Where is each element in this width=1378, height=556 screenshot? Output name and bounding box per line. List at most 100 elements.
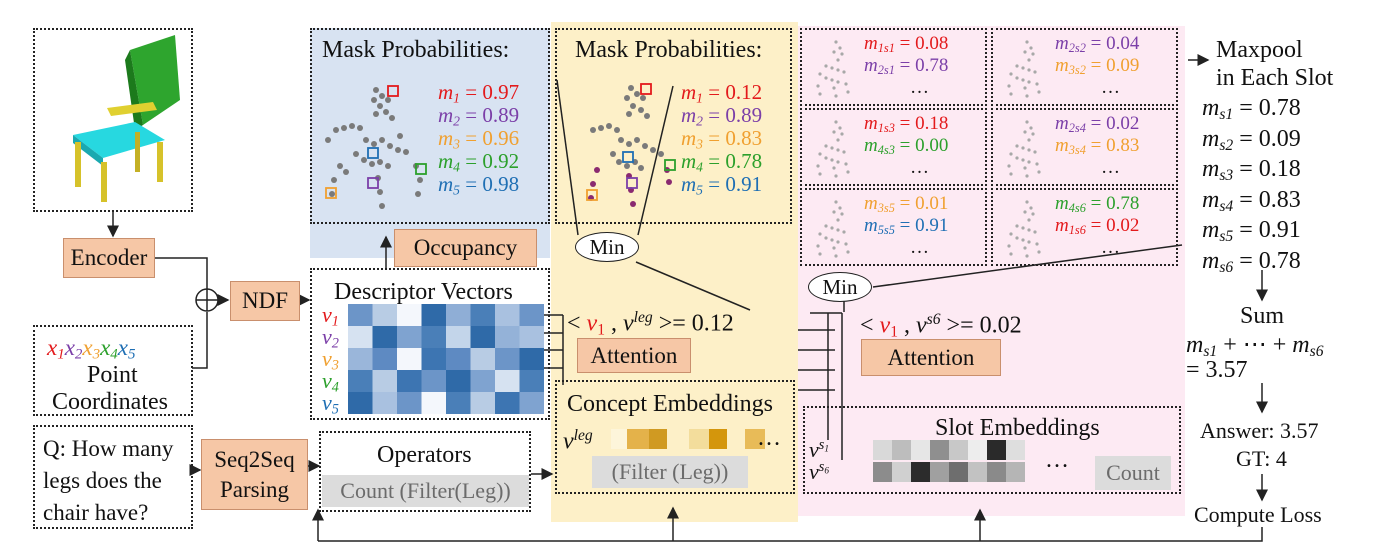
heatmap-cell: [397, 348, 422, 370]
blue-mask-box: Mask Probabilities: m1 = 0.97 m2: [310, 28, 550, 224]
slot-dots: …: [1101, 237, 1120, 258]
heatmap-cell: [470, 392, 495, 414]
mask-value: 0.89: [725, 103, 763, 127]
sum-expression: ms1 + ⋯ + ms6: [1186, 332, 1324, 360]
slot-max-3: ms3 = 0.18: [1202, 156, 1301, 184]
descriptor-row-label: v3: [322, 346, 339, 374]
ndf-box: NDF: [230, 281, 300, 321]
slot-mask-prob: m2s4 = 0.02: [1055, 113, 1140, 136]
slot-mask-value: 0.18: [915, 113, 949, 134]
slot-mask-value: 0.00: [915, 135, 949, 156]
maxpool-line1: Maxpool: [1216, 37, 1303, 63]
heatmap-cell: [470, 304, 495, 326]
slot-mask-value: 0.09: [1106, 55, 1140, 76]
heatmap-cell: [397, 304, 422, 326]
slot-mask-prob: m2s2 = 0.04: [1055, 33, 1140, 56]
gt-label: GT: 4: [1236, 446, 1287, 471]
heatmap-cell: [495, 392, 520, 414]
slot-title: Slot Embeddings: [935, 415, 1100, 441]
slot-max-5: ms5 = 0.91: [1202, 217, 1301, 245]
answer-label: Answer: 3.57: [1200, 418, 1319, 443]
yellow-mask-box: Mask Probabilities:: [555, 28, 792, 224]
mask-prob-3: m3 = 0.96: [438, 126, 520, 152]
count-label: Count: [1095, 456, 1171, 490]
mask-value: 0.91: [725, 172, 763, 196]
heatmap-cell: [421, 392, 446, 414]
slot-mask-value: 0.78: [915, 55, 949, 76]
heatmap-cell: [372, 392, 397, 414]
pink-attention-value: 0.02: [979, 312, 1022, 339]
heatmap-cell: [519, 326, 544, 348]
question-line1: Q: How many: [43, 436, 174, 461]
heatmap-cell: [446, 348, 471, 370]
slot-vector-6: vs6: [809, 458, 829, 484]
slot-mask-value: 0.01: [915, 193, 949, 214]
heatmap-cell: [348, 392, 373, 414]
heatmap-cell: [348, 370, 373, 392]
mask-prob-4: m4 = 0.92: [438, 149, 520, 175]
slot-dots: …: [910, 77, 929, 98]
pink-attention-expr: < v1 , vs6 >= 0.02: [860, 311, 1022, 341]
pink-min-label: Min: [822, 274, 858, 299]
slot-embeddings-box: Slot Embeddings vs1 vs6 …: [803, 406, 1181, 494]
slot-max-value: 0.18: [1258, 156, 1301, 182]
heatmap-cell: [372, 348, 397, 370]
yellow-attention-box: Attention: [577, 338, 691, 373]
heatmap-cell: [446, 392, 471, 414]
concept-vector-label: vleg: [563, 427, 593, 455]
heatmap-cell: [421, 326, 446, 348]
seq2seq-line1: Seq2Seq: [214, 446, 295, 472]
point-coordinates-box: x1x2x3x4x5 Point Coordinates: [33, 325, 193, 416]
pink-attention-box: Attention: [861, 339, 1001, 376]
heatmap-cell: [348, 326, 373, 348]
slot-box-5: m3s5 = 0.01 m5s5 = 0.91…: [800, 188, 987, 266]
slot-chair-image: [1007, 120, 1041, 178]
heatmap-cell: [348, 348, 373, 370]
heatmap-cell: [372, 326, 397, 348]
slot-max-6: ms6 = 0.78: [1202, 247, 1301, 276]
slot-mask-value: 0.91: [915, 215, 949, 236]
chair-3d-image: [73, 35, 180, 202]
slot-max-value: 0.91: [1258, 217, 1301, 243]
pink-min-ellipse: Min: [808, 272, 872, 302]
mask-prob-2: m2 = 0.89: [681, 103, 763, 129]
mask-value: 0.96: [482, 126, 520, 150]
slot-mask-value: 0.83: [1106, 135, 1140, 156]
descriptor-row-label: v4: [322, 368, 339, 396]
slot-mask-prob: m4s6 = 0.78: [1055, 193, 1140, 216]
heatmap-cell: [421, 348, 446, 370]
slot-box-4: m2s4 = 0.02 m3s4 = 0.83…: [991, 108, 1178, 186]
slot-dots: …: [1101, 77, 1120, 98]
heatmap-cell: [519, 370, 544, 392]
heatmap-cell: [397, 370, 422, 392]
mask-prob-1: m1 = 0.97: [438, 80, 520, 106]
slot-mask-prob: m3s2 = 0.09: [1055, 55, 1140, 78]
slot-mask-value: 0.78: [1106, 193, 1140, 214]
descriptor-box: Descriptor Vectors v1 v2 v3 v4 v5: [310, 268, 550, 420]
slot-mask-prob: m4s3 = 0.00: [864, 135, 949, 158]
question-line3: chair have?: [43, 500, 149, 525]
descriptor-heatmap: [348, 304, 544, 414]
blue-panel-bg: [310, 28, 550, 258]
sum-operator-icon: [195, 288, 219, 312]
heatmap-cell: [421, 370, 446, 392]
slot-chair-image: [816, 40, 850, 98]
slot-mask-prob: m1s3 = 0.18: [864, 113, 949, 136]
compute-loss-label: Compute Loss: [1194, 502, 1322, 527]
slot-max-value: 0.83: [1258, 186, 1301, 213]
mask-prob-2: m2 = 0.89: [438, 103, 520, 129]
descriptor-row-label: v5: [322, 390, 339, 418]
descriptor-row-label: v1: [322, 302, 339, 330]
slot-box-1: m1s1 = 0.08 m2s1 = 0.78…: [800, 28, 987, 106]
heatmap-cell: [397, 392, 422, 414]
mask-value: 0.12: [725, 80, 763, 104]
heatmap-cell: [519, 304, 544, 326]
maxpool-line2: in Each Slot: [1216, 65, 1334, 91]
operators-program: Count (Filter(Leg)): [322, 475, 529, 507]
filter-label: (Filter (Leg)): [592, 456, 748, 488]
mask-value: 0.83: [725, 126, 763, 150]
slot-box-6: m4s6 = 0.78 m1s6 = 0.02…: [991, 188, 1178, 266]
sum-label: Sum: [1240, 303, 1285, 329]
slot-chair-image: [1007, 40, 1041, 98]
